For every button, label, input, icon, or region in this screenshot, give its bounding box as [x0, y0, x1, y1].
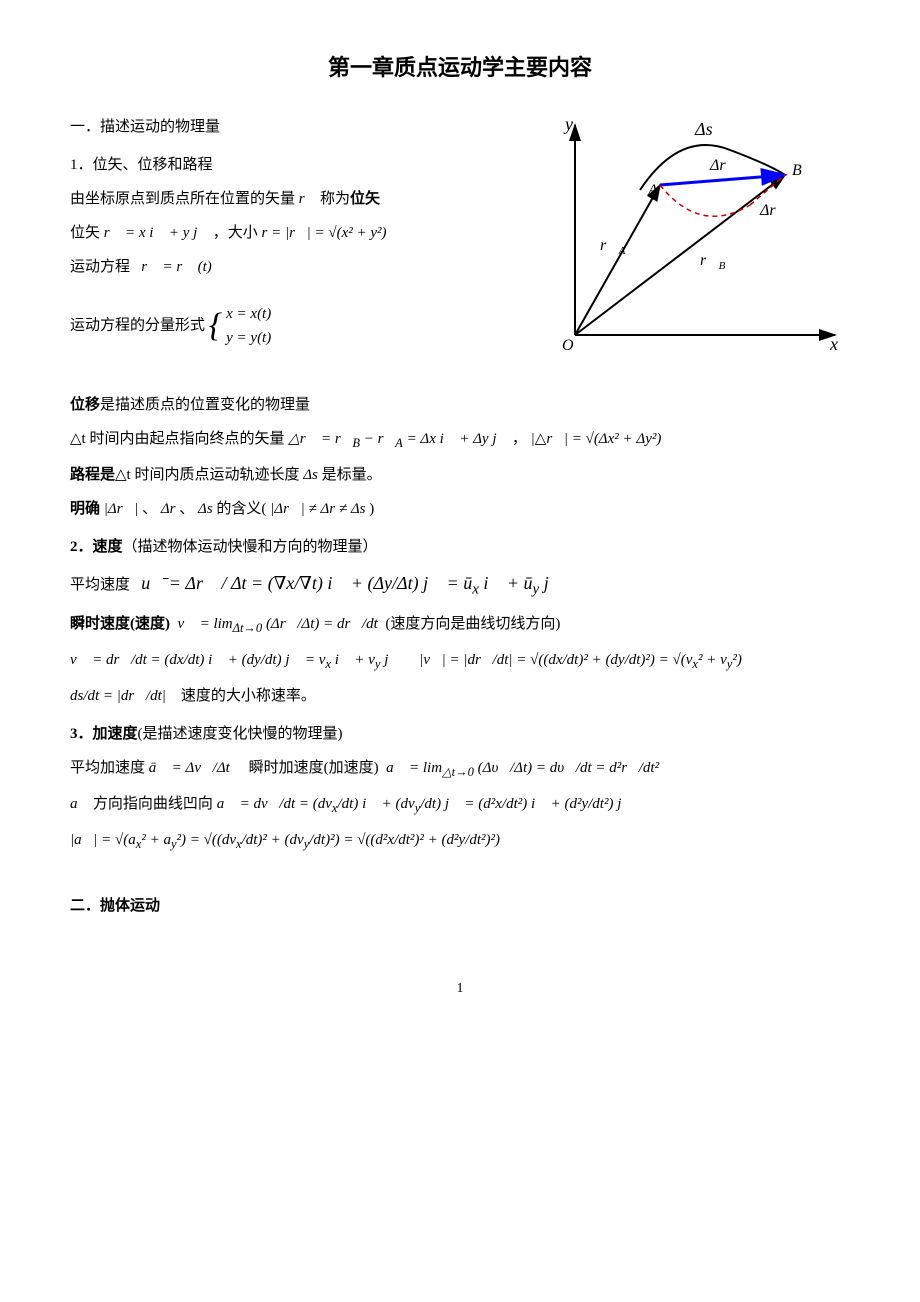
txt: 速度的大小称速率。 [181, 688, 316, 704]
kinematics-diagram: y x O A B Δs Δr⃗ Δr r⃗A r⃗B [530, 115, 850, 373]
line-displacement-eq: △t 时间内由起点指向终点的矢量 △r⃗ = r⃗B − r⃗A = Δx i⃗… [70, 427, 850, 453]
txt: 、 [179, 501, 194, 517]
page-title: 第一章质点运动学主要内容 [70, 50, 850, 85]
line-displacement-def: 位移是描述质点的位置变化的物理量 [70, 393, 850, 417]
formula-amag: |a⃗| = √(ax² + ay²) = √((dvx/dt)² + (dvy… [70, 828, 850, 854]
formula-speed: ds/dt = |dr⃗/dt| [70, 688, 170, 704]
formula-avgv: u⃗̄ = Δr⃗ / Δt = (∇x/∇t) i⃗ + (Δy/Δt) j⃗… [141, 573, 562, 593]
txt: 运动方程的分量形式 [70, 318, 205, 334]
txt: (速度方向是曲线切线方向) [385, 616, 560, 632]
txt: 运动方程 [70, 259, 130, 275]
line-a-dir: a⃗ 方向指向曲线凹向 a⃗ = dv⃗/dt = (dvx/dt) i⃗ + … [70, 792, 850, 818]
sub-1-3: 3．加速度(是描述速度变化快慢的物理量) [70, 722, 850, 746]
formula-neq: |Δr⃗| ≠ Δr ≠ Δs [270, 501, 365, 517]
axis-y-label: y [563, 115, 573, 134]
point-b-label: B [792, 162, 802, 179]
line-accel: 平均加速度 ā⃗ = Δv⃗/Δt 瞬时加速度(加速度) a⃗ = lim△t→… [70, 756, 850, 782]
dr-label: Δr [759, 202, 776, 219]
section-2-heading: 二．抛体运动 [70, 894, 850, 918]
line-path: 路程是△t 时间内质点运动轨迹长度 Δs 是标量。 [70, 463, 850, 487]
ra-label: r⃗A [600, 237, 626, 257]
formula-drmag: |△r⃗| = √(Δx² + Δy²) [531, 431, 662, 447]
point-a-label: A [647, 182, 658, 199]
sym-dr: Δr [161, 501, 179, 517]
txt-bold: 位移 [70, 397, 100, 413]
txt: 平均加速度 [70, 760, 145, 776]
txt-bold: 路程是 [70, 467, 115, 483]
sym-a: a⃗ [70, 796, 89, 812]
formula-insta: a⃗ = lim△t→0 (Δυ⃗/Δt) = dυ⃗/dt = d²r⃗/dt… [386, 760, 659, 776]
formula-r: r⃗ [299, 191, 320, 207]
txt: ) [369, 501, 374, 517]
line-avg-v: 平均速度 u⃗̄ = Δr⃗ / Δt = (∇x/∇t) i⃗ + (Δy/Δ… [70, 569, 850, 602]
txt: (是描述速度变化快慢的物理量) [138, 726, 343, 742]
line-inst-v: 瞬时速度(速度) v⃗ = limΔt→0 (Δr⃗/Δt) = dr⃗/dt … [70, 612, 850, 638]
txt: 称为 [320, 191, 350, 207]
txt: 、 [142, 501, 157, 517]
txt: 平均速度 [70, 577, 130, 593]
txt: △t 时间内由起点指向终点的矢量 [70, 431, 284, 447]
txt: 的含义( [216, 501, 266, 517]
txt: 方向指向曲线凹向 [93, 796, 213, 812]
sym-ds: Δs [303, 467, 321, 483]
txt: 是标量。 [322, 467, 382, 483]
txt: △t 时间内质点运动轨迹长度 [115, 467, 299, 483]
formula-rt: r⃗ = r⃗ (t) [141, 259, 212, 275]
formula-avga: ā⃗ = Δv⃗/Δt [149, 760, 234, 776]
sym-ds2: Δs [198, 501, 216, 517]
drvec-label: Δr⃗ [709, 157, 738, 174]
txt-bold: 3．加速度 [70, 726, 138, 742]
ds-label: Δs [694, 119, 713, 139]
formula-a-expand: a⃗ = dv⃗/dt = (dvx/dt) i⃗ + (dvy/dt) j⃗ … [217, 796, 633, 812]
txt-bold: 明确 [70, 501, 100, 517]
formula-rxy: r⃗ = x i⃗ + y j⃗ [104, 225, 213, 241]
txt-bold: 位矢 [350, 191, 380, 207]
txt-bold: 瞬时速度(速度) [70, 616, 170, 632]
sub-1-2: 2．速度（描述物体运动快慢和方向的物理量） [70, 535, 850, 559]
txt: 由坐标原点到质点所在位置的矢量 [70, 191, 295, 207]
formula-rmag: r = |r⃗| = √(x² + y²) [262, 225, 387, 241]
formula-components: { x = x(t)y = y(t) [209, 299, 271, 353]
axis-x-label: x [829, 334, 838, 354]
formula-instv: v⃗ = limΔt→0 (Δr⃗/Δt) = dr⃗/dt [178, 616, 382, 632]
line-speed: ds/dt = |dr⃗/dt| 速度的大小称速率。 [70, 684, 850, 708]
formula-v-expand: v⃗ = dr⃗/dt = (dx/dt) i⃗ + (dy/dt) j⃗ = … [70, 648, 850, 674]
sym-drvec: |Δr⃗| [104, 501, 139, 517]
page-number: 1 [70, 978, 850, 1000]
origin-label: O [562, 337, 574, 354]
line-clarify: 明确 |Δr⃗| 、 Δr 、 Δs 的含义( |Δr⃗| ≠ Δr ≠ Δs … [70, 497, 850, 521]
txt: （描述物体运动快慢和方向的物理量） [123, 539, 378, 555]
txt: ，大小 [213, 225, 258, 241]
txt: 是描述质点的位置变化的物理量 [100, 397, 310, 413]
txt-bold: 2．速度 [70, 539, 123, 555]
txt: 位矢 [70, 225, 100, 241]
rb-label: r⃗B [700, 252, 726, 272]
formula-dr: △r⃗ = r⃗B − r⃗A = Δx i⃗ + Δy j⃗ [288, 431, 512, 447]
txt: 瞬时加速度(加速度) [249, 760, 379, 776]
